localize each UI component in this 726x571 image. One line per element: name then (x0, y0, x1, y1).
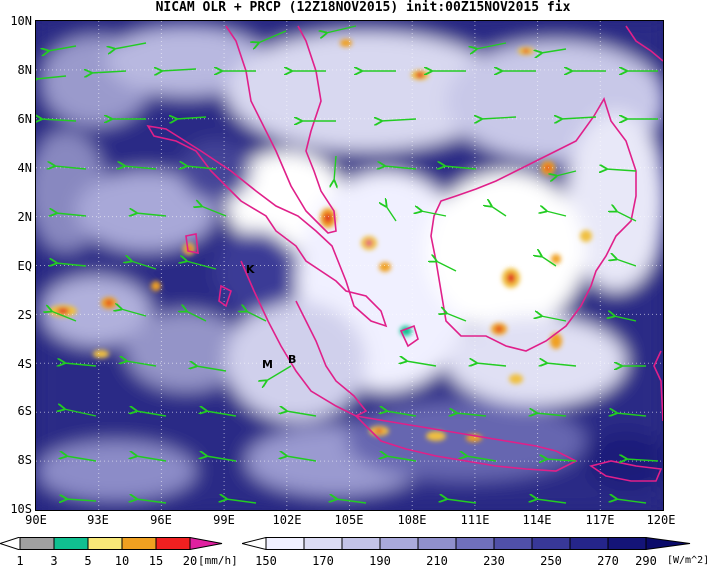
lon-label-120e: 120E (646, 513, 676, 527)
precip-unit-label: [mm/h] (198, 554, 238, 567)
olr-unit-label: [W/m^2] (667, 555, 710, 566)
precip-tick-1: 1 (16, 554, 24, 568)
lat-label-2s: 2S (17, 308, 32, 322)
precip-tick-5: 5 (84, 554, 92, 568)
olr-colorbar-swatches (242, 537, 691, 550)
olr-tick-230: 230 (483, 554, 505, 568)
precip-cells (49, 39, 592, 442)
lat-label-6s: 6S (17, 404, 32, 418)
lat-label-8n: 8N (17, 63, 32, 77)
lon-label-114e: 114E (522, 513, 552, 527)
lon-label-90e: 90E (25, 513, 47, 527)
station-label-k: K (246, 263, 255, 276)
station-label-m: M (262, 358, 273, 371)
lat-label-4n: 4N (17, 161, 32, 175)
wind-vectors (36, 25, 659, 504)
precip-tick-10: 10 (114, 554, 130, 568)
malay-peninsula-coastline (225, 25, 337, 234)
mindanao-coastline (625, 25, 663, 62)
lat-label-eq: EQ (17, 259, 32, 273)
lat-label-6n: 6N (17, 112, 32, 126)
lon-label-102e: 102E (272, 513, 302, 527)
lon-label-93e: 93E (87, 513, 109, 527)
lat-label-10n: 10N (10, 14, 32, 28)
precip-tick-3: 3 (50, 554, 58, 568)
lon-label-99e: 99E (213, 513, 235, 527)
lat-label-10s: 10S (10, 502, 32, 516)
olr-tick-210: 210 (426, 554, 448, 568)
olr-tick-190: 190 (369, 554, 391, 568)
bangka-island-coastline (399, 324, 419, 348)
borneo-coastline (430, 97, 637, 352)
station-label-b: B (288, 353, 296, 366)
lat-label-4s: 4S (17, 357, 32, 371)
olr-tick-150: 150 (255, 554, 277, 568)
olr-cloud-field (36, 21, 663, 510)
lon-label-108e: 108E (397, 513, 427, 527)
sumatra-coastline (146, 124, 388, 328)
olr-tick-250: 250 (540, 554, 562, 568)
small-island-1 (185, 233, 199, 254)
lesser-sunda-coastline (589, 460, 663, 482)
olr-tick-290: 290 (635, 554, 657, 568)
lat-label-2n: 2N (17, 210, 32, 224)
sulawesi-edge-coastline (653, 350, 663, 422)
coastlines (146, 25, 663, 482)
olr-tick-170: 170 (312, 554, 334, 568)
olr-tick-270: 270 (597, 554, 619, 568)
lon-label-96e: 96E (150, 513, 172, 527)
precip-tick-20: 20 (182, 554, 198, 568)
map-plot: K M B (35, 20, 664, 511)
map-title: NICAM OLR + PRCP (12Z18NOV2015) init:00Z… (155, 0, 571, 15)
lon-label-117e: 117E (585, 513, 615, 527)
lat-label-8s: 8S (17, 453, 32, 467)
lon-label-105e: 105E (334, 513, 364, 527)
olr-precip-map: K M B (36, 21, 663, 510)
lon-label-111e: 111E (460, 513, 490, 527)
precip-colorbar-swatches (0, 537, 223, 550)
small-island-2 (218, 284, 232, 308)
precip-tick-15: 15 (148, 554, 164, 568)
